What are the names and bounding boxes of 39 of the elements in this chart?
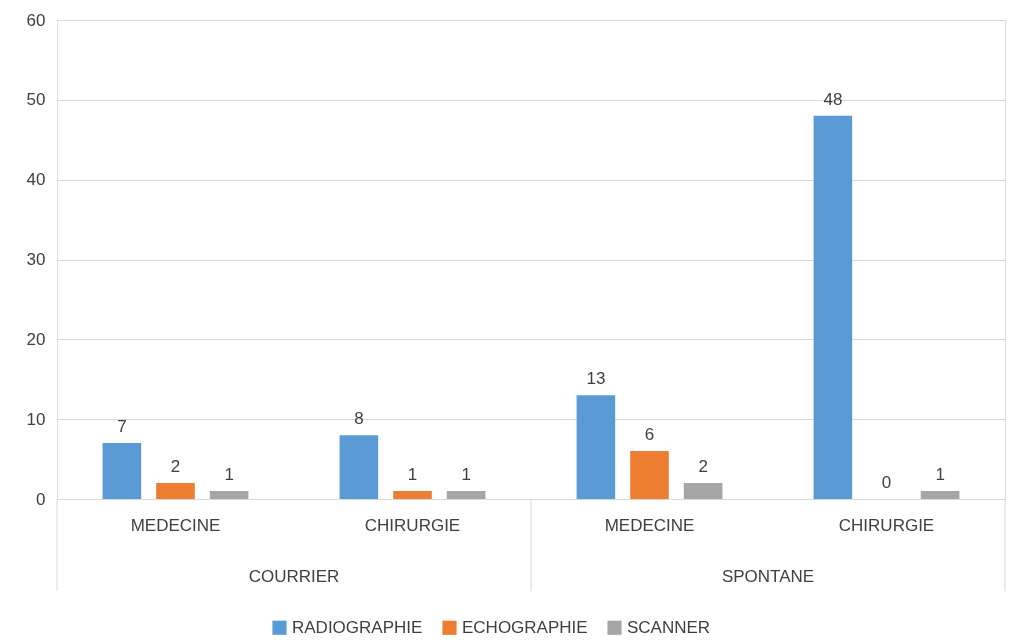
x-tick-label: MEDECINE (130, 515, 221, 535)
x-tick-label: CHIRURGIE (364, 515, 461, 535)
data-label: 1 (461, 465, 471, 485)
data-label: 8 (354, 409, 364, 429)
y-tick-label: 0 (36, 489, 46, 509)
data-label: 13 (586, 369, 606, 389)
legend-label: RADIOGRAPHIE (292, 617, 423, 637)
text: SPONTANE (721, 567, 815, 586)
bar (339, 435, 379, 499)
y-tick-label: 30 (26, 250, 46, 269)
data-label: 6 (644, 425, 655, 445)
bar (920, 491, 960, 499)
data-label: 7 (117, 417, 127, 437)
bar (209, 491, 249, 499)
bar (630, 451, 669, 499)
bar (576, 395, 616, 499)
bar (446, 491, 486, 499)
bar (156, 483, 195, 499)
data-label: 1 (935, 465, 945, 485)
x-tick-label: MEDECINE (604, 515, 695, 535)
legend-label: ECHOGRAPHIE (462, 617, 588, 637)
data-label: 2 (698, 457, 708, 477)
bar (683, 483, 723, 499)
bar (813, 115, 853, 499)
data-label: 2 (170, 457, 181, 477)
x-tick-label: CHIRURGIE (838, 515, 935, 535)
text: COURRIER (248, 567, 340, 586)
y-tick-label: 20 (26, 329, 46, 349)
data-label: 1 (224, 465, 234, 485)
bar (393, 491, 432, 499)
data-label: 1 (407, 465, 418, 485)
y-tick-label: 60 (26, 10, 46, 30)
y-tick-label: 10 (26, 409, 46, 429)
data-label: 0 (881, 473, 892, 492)
y-tick-label: 40 (26, 170, 46, 190)
legend-label: SCANNER (627, 617, 711, 637)
y-tick-label: 50 (26, 90, 46, 110)
bar (102, 443, 142, 499)
data-label: 48 (823, 89, 843, 109)
